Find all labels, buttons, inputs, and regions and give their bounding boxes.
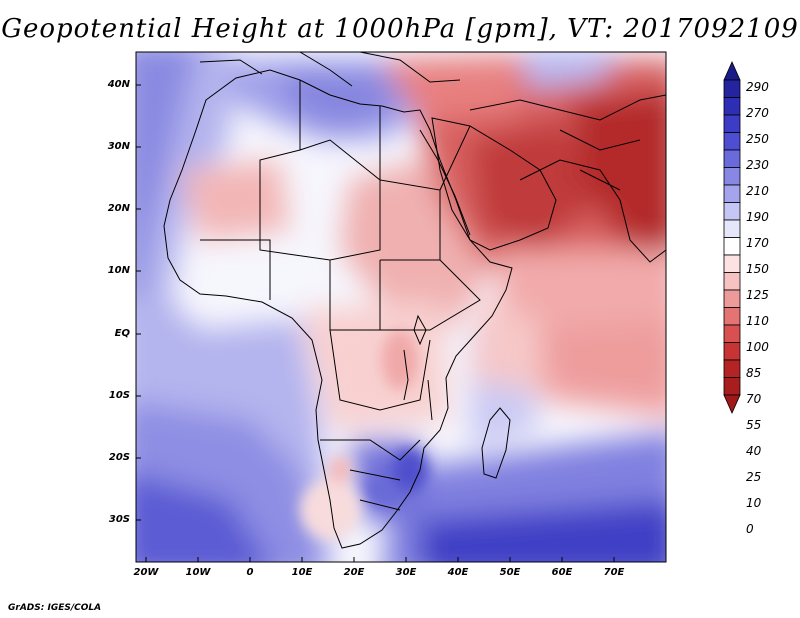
lat-label: 40N xyxy=(107,79,130,90)
lon-label: 40E xyxy=(447,567,469,578)
colorbar-top-arrow xyxy=(723,61,741,81)
lon-label: 60E xyxy=(551,567,573,578)
footer-credit: GrADS: IGES/COLA xyxy=(8,603,102,613)
colorbar-label: 190 xyxy=(746,210,769,224)
lat-label: 10N xyxy=(107,265,130,276)
lon-label: 10E xyxy=(291,567,313,578)
lon-label: 0 xyxy=(246,567,254,578)
colorbar-bottom-arrow xyxy=(723,394,741,414)
lon-label: 10W xyxy=(185,567,211,578)
axis-ticks xyxy=(136,84,615,562)
lon-label: 70E xyxy=(603,567,625,578)
colorbar-label: 125 xyxy=(746,288,769,302)
lat-label: 30S xyxy=(108,514,130,525)
lat-label: EQ xyxy=(114,328,130,339)
colorbar-label: 40 xyxy=(746,444,762,458)
colorbar-label: 55 xyxy=(746,418,762,432)
colorbar-label: 170 xyxy=(746,236,769,250)
lon-label: 20E xyxy=(343,567,365,578)
lat-label: 10S xyxy=(108,390,130,401)
colorbar-label: 250 xyxy=(746,132,769,146)
map-title: Geopotential Height at 1000hPa [gpm], VT… xyxy=(1,14,799,44)
lon-label: 20W xyxy=(133,567,159,578)
lon-label: 50E xyxy=(499,567,521,578)
coastline-outline xyxy=(163,52,666,549)
lat-label: 30N xyxy=(107,141,130,152)
colorbar-label: 70 xyxy=(746,392,762,406)
lat-label: 20S xyxy=(108,452,130,463)
lat-label: 20N xyxy=(107,203,130,214)
colorbar-label: 230 xyxy=(746,158,769,172)
plot-frame xyxy=(135,51,667,563)
colorbar-label: 0 xyxy=(746,522,754,536)
colorbar xyxy=(723,61,741,414)
colorbar-label: 270 xyxy=(746,106,769,120)
colorbar-label: 290 xyxy=(746,80,769,94)
colorbar-label: 25 xyxy=(746,470,762,484)
lon-label: 30E xyxy=(395,567,417,578)
colorbar-label: 210 xyxy=(746,184,769,198)
colorbar-label: 85 xyxy=(746,366,762,380)
colorbar-label: 150 xyxy=(746,262,769,276)
colorbar-label: 100 xyxy=(746,340,769,354)
colorbar-label: 110 xyxy=(746,314,769,328)
height-field-shading xyxy=(136,52,666,562)
colorbar-label: 10 xyxy=(746,496,762,510)
